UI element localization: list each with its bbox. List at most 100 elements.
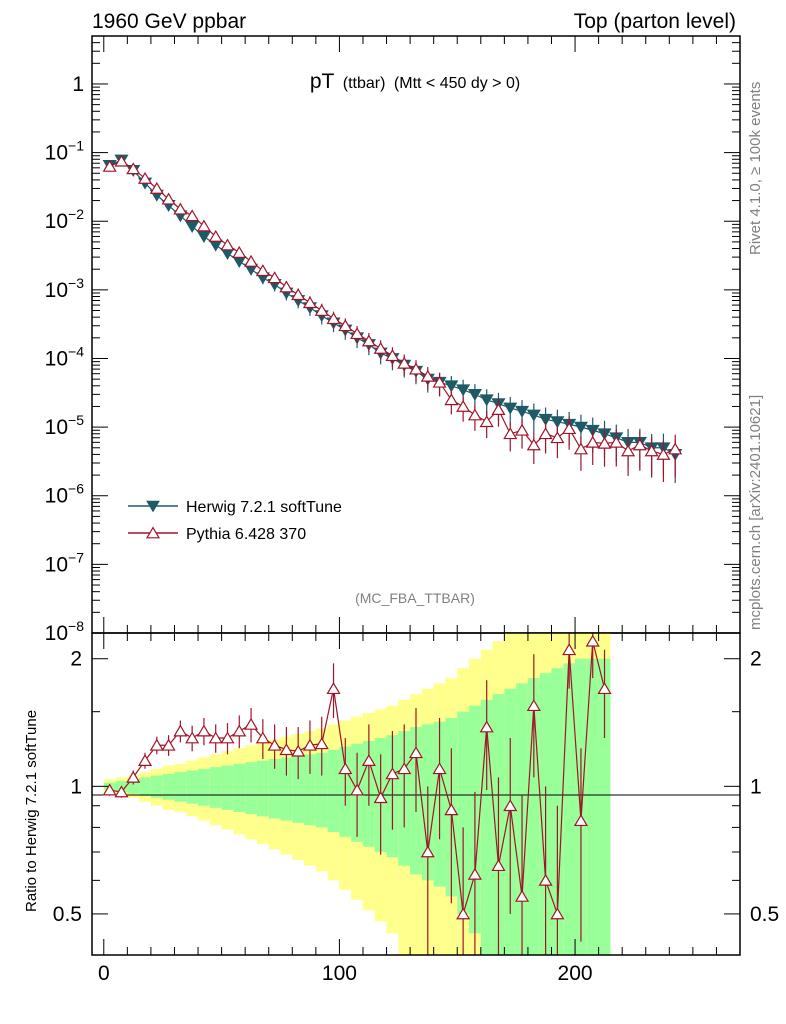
pythia-point bbox=[208, 229, 223, 242]
ratio-band-inner bbox=[563, 663, 576, 955]
ratio-point bbox=[326, 682, 341, 695]
x-axis: 0 100 200 bbox=[98, 633, 717, 985]
ratio-point bbox=[550, 907, 565, 920]
herwig-point bbox=[456, 384, 471, 397]
ratio-point bbox=[573, 814, 588, 827]
ratio-point bbox=[432, 762, 447, 775]
ratio-point bbox=[161, 738, 176, 751]
rivet-label: Rivet 4.1.0, ≥ 100k events bbox=[747, 82, 764, 255]
ratio-point bbox=[126, 770, 141, 783]
ratio-point bbox=[244, 717, 259, 730]
ratio-plot-frame bbox=[91, 632, 741, 956]
pythia-point bbox=[314, 303, 329, 316]
herwig-point bbox=[538, 413, 553, 426]
analysis-watermark: (MC_FBA_TTBAR) bbox=[355, 590, 475, 606]
ratio-band-inner bbox=[280, 757, 293, 821]
pythia-point bbox=[550, 431, 565, 444]
pythia-point bbox=[408, 362, 424, 375]
ratio-point bbox=[314, 737, 329, 750]
pythia-point bbox=[137, 171, 153, 184]
pythia-point bbox=[220, 238, 235, 251]
ratio-point bbox=[491, 859, 506, 872]
herwig-point bbox=[514, 405, 530, 418]
herwig-point bbox=[503, 402, 518, 415]
x-tick-label: 0 bbox=[98, 962, 110, 985]
pythia-point bbox=[432, 375, 447, 388]
ratio-point bbox=[185, 731, 200, 744]
ratio-band-inner bbox=[292, 755, 305, 823]
plot-title: pT (ttbar) (Mtt < 450 dy > 0) bbox=[310, 70, 520, 93]
ratio-band-inner bbox=[150, 775, 163, 798]
legend-label-herwig: Herwig 7.2.1 softTune bbox=[186, 499, 342, 516]
ratio-band-inner bbox=[527, 678, 540, 955]
pythia-point bbox=[267, 271, 282, 284]
plot-title-sub: (ttbar) bbox=[343, 75, 386, 92]
pythia-point bbox=[514, 423, 530, 436]
main-y-tick-label: 1 bbox=[72, 73, 84, 96]
legend-label-pythia: Pythia 6.428 370 bbox=[186, 526, 306, 543]
ratio-band-inner bbox=[186, 770, 199, 804]
x-tick-label: 200 bbox=[558, 962, 593, 985]
ratio-point bbox=[149, 738, 164, 751]
pythia-line bbox=[109, 160, 676, 456]
ratio-band-inner bbox=[457, 711, 470, 914]
ratio-point bbox=[538, 873, 553, 886]
pythia-point bbox=[573, 442, 588, 455]
ratio-point bbox=[208, 731, 223, 744]
header-right: Top (parton level) bbox=[574, 10, 736, 33]
pythia-point bbox=[479, 415, 494, 428]
herwig-point bbox=[550, 416, 565, 429]
pythia-point bbox=[467, 408, 482, 421]
ratio-band-inner bbox=[209, 767, 222, 808]
ratio-point bbox=[232, 724, 247, 737]
ratio-point bbox=[585, 634, 600, 647]
pythia-point bbox=[161, 192, 176, 205]
ratio-band-inner bbox=[127, 779, 140, 794]
ratio-point bbox=[114, 785, 129, 798]
pythia-point bbox=[444, 393, 459, 406]
ratio-y-tick-label-right: 1 bbox=[750, 775, 762, 798]
ratio-series bbox=[102, 633, 612, 955]
main-y-tick-label: 10−6 bbox=[45, 481, 85, 508]
pythia-point bbox=[526, 438, 541, 451]
pythia-point bbox=[102, 159, 117, 172]
plot-title-main: pT bbox=[310, 70, 335, 93]
ratio-band-inner bbox=[221, 765, 234, 810]
pythia-point bbox=[173, 202, 188, 215]
herwig-point bbox=[185, 221, 200, 234]
ratio-band-inner bbox=[162, 773, 175, 800]
main-y-tick-label: 10−7 bbox=[45, 549, 85, 576]
ratio-y-tick-label-right: 2 bbox=[750, 648, 762, 671]
ratio-y-tick-label-right: 0.5 bbox=[750, 903, 779, 926]
ratio-point bbox=[562, 643, 577, 656]
herwig-point bbox=[479, 394, 494, 407]
ratio-point bbox=[220, 731, 235, 744]
herwig-point bbox=[573, 421, 588, 434]
header-left: 1960 GeV ppbar bbox=[92, 10, 246, 33]
ratio-point bbox=[338, 762, 353, 775]
ratio-band-inner bbox=[174, 772, 187, 802]
pythia-point bbox=[420, 369, 435, 382]
ratio-point bbox=[173, 724, 188, 737]
pythia-point bbox=[503, 427, 518, 440]
ratio-band-inner bbox=[327, 749, 340, 833]
legend-entry-pythia: Pythia 6.428 370 bbox=[128, 526, 306, 543]
pythia-point bbox=[302, 296, 318, 309]
ratio-band-inner bbox=[315, 752, 328, 828]
ratio-point bbox=[279, 743, 294, 756]
ratio-point bbox=[514, 889, 530, 902]
pythia-point bbox=[232, 245, 247, 258]
ratio-point bbox=[302, 738, 318, 751]
ratio-y-label: Ratio to Herwig 7.2.1 softTune bbox=[23, 710, 40, 912]
ratio-band-inner bbox=[304, 754, 316, 826]
pythia-point bbox=[361, 334, 376, 347]
pythia-point bbox=[114, 154, 129, 167]
pythia-point bbox=[291, 288, 306, 301]
ratio-point bbox=[361, 754, 376, 766]
pythia-point bbox=[350, 327, 365, 340]
ratio-band-inner bbox=[480, 699, 493, 955]
main-y-axis: 1 10−1 10−2 10−3 10−4 10−5 10−6 10−7 10−8 bbox=[45, 35, 740, 645]
pythia-point bbox=[326, 312, 341, 325]
ratio-point bbox=[420, 845, 435, 858]
ratio-point bbox=[385, 767, 400, 780]
